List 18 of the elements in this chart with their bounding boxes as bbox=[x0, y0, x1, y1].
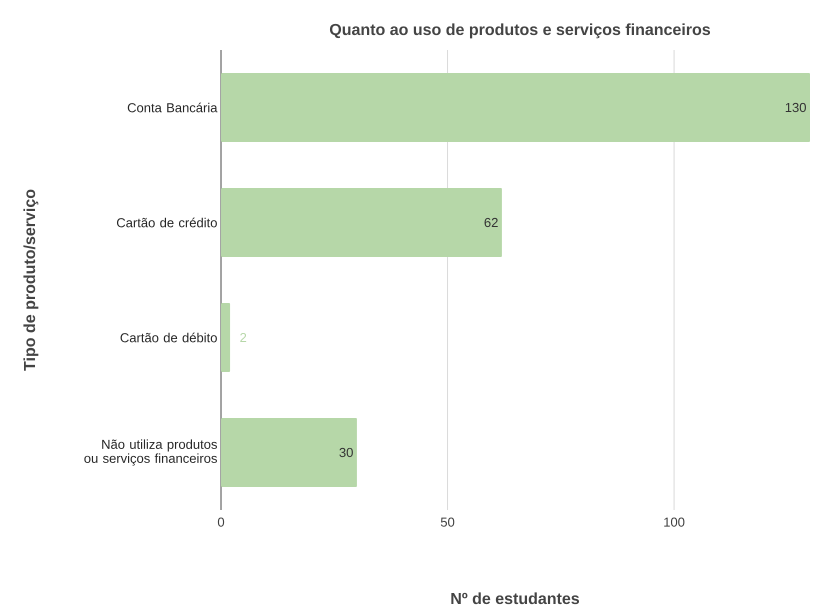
y-axis-title: Tipo de produto/serviço bbox=[23, 190, 38, 371]
y-tick-label: Cartão de crédito bbox=[116, 218, 217, 228]
x-tick-label: 0 bbox=[218, 518, 224, 527]
data-label: 130 bbox=[786, 102, 806, 112]
y-tick-label: Cartão de débito bbox=[120, 332, 217, 342]
x-tick-label: 50 bbox=[440, 518, 454, 527]
data-label: 62 bbox=[484, 218, 498, 228]
bar bbox=[221, 73, 810, 142]
x-axis-title: Nº de estudantes bbox=[451, 592, 580, 604]
bar bbox=[221, 302, 230, 372]
data-label: 2 bbox=[240, 332, 246, 342]
bar bbox=[221, 188, 502, 257]
x-tick-label: 100 bbox=[664, 518, 684, 527]
y-tick-label: Não utiliza produtos ou serviços financeiros bbox=[84, 439, 217, 466]
data-label: 30 bbox=[339, 448, 353, 458]
bar bbox=[221, 418, 357, 487]
y-tick-label: Conta Bancária bbox=[128, 102, 218, 112]
chart-title: Quanto ao uso de produtos e serviços financeiros bbox=[330, 23, 710, 38]
